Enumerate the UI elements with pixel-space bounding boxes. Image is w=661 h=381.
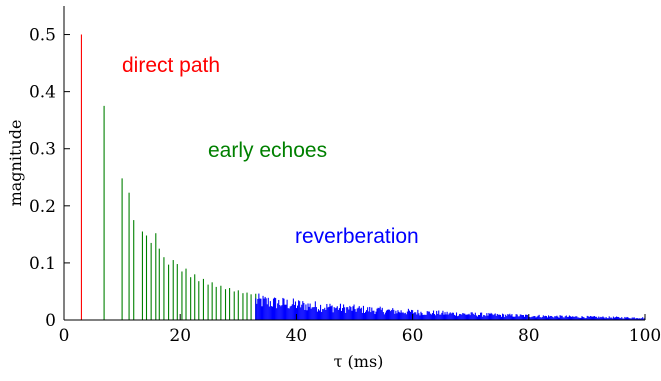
x-tick-label: 80 xyxy=(518,326,540,346)
y-ticks: 0 0.1 0.2 0.3 0.4 0.5 xyxy=(29,26,70,331)
annotation-direct-path: direct path xyxy=(122,54,220,77)
y-tick-label: 0.3 xyxy=(29,140,56,160)
x-tick-label: 40 xyxy=(286,326,308,346)
y-tick-label: 0.1 xyxy=(29,254,56,274)
x-tick-label: 0 xyxy=(59,326,70,346)
x-axis-label: τ (ms) xyxy=(334,352,384,371)
annotation-reverberation: reverberation xyxy=(295,225,419,248)
impulse-bars xyxy=(80,34,646,320)
x-tick-label: 100 xyxy=(629,326,661,346)
x-tick-label: 60 xyxy=(402,326,424,346)
x-ticks: 0 20 40 60 80 100 xyxy=(59,314,661,346)
y-tick-label: 0.2 xyxy=(29,197,56,217)
axes xyxy=(63,6,645,321)
y-tick-label: 0 xyxy=(45,311,56,331)
y-tick-label: 0.4 xyxy=(29,83,56,103)
y-tick-label: 0.5 xyxy=(29,26,56,46)
annotation-early-echoes: early echoes xyxy=(208,139,327,162)
y-axis-label: magnitude xyxy=(6,120,25,207)
x-tick-label: 20 xyxy=(169,326,191,346)
